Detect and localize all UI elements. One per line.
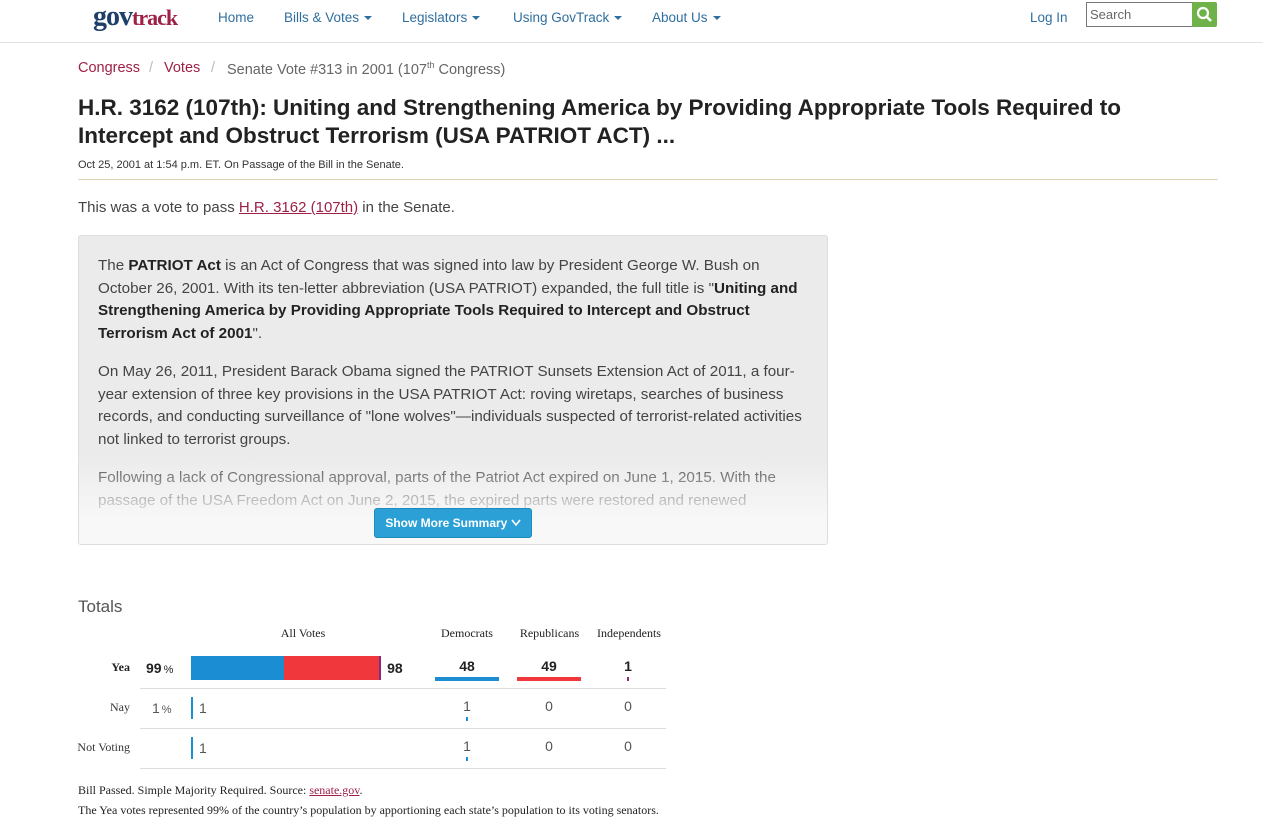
row-border — [140, 768, 666, 769]
source-link[interactable]: senate.gov — [309, 783, 360, 797]
summary-bold: Uniting and Strengthening America by Pro… — [98, 279, 798, 342]
breadcrumb-separator: / — [149, 60, 154, 76]
party-bar — [627, 677, 629, 681]
percent-unit: % — [163, 664, 174, 676]
footnote: The Yea votes represented 99% of the cou… — [78, 803, 659, 817]
intro-text: in the Senate. — [358, 199, 455, 216]
party-count: 0 — [545, 738, 553, 754]
page-title: H.R. 3162 (107th): Uniting and Strengthe… — [78, 95, 1122, 148]
breadcrumb-link[interactable]: Congress — [78, 60, 141, 76]
party-count: 1 — [624, 658, 632, 674]
caret — [614, 16, 623, 20]
intro-text: This was a vote to pass — [78, 199, 239, 216]
column-header: Independents — [597, 626, 661, 640]
superscript: th — [426, 60, 435, 70]
footnote: Bill Passed. Simple Majority Required. S… — [78, 783, 363, 798]
search-icon — [1196, 6, 1212, 22]
summary-bold: PATRIOT Act — [128, 257, 221, 274]
footnote-text: . — [359, 783, 363, 797]
crumb-text: Senate Vote #313 in 2001 (107 — [227, 61, 427, 78]
vote-meta: Oct 25, 2001 at 1:54 p.m. ET. On Passage… — [78, 159, 404, 171]
row-total: 1 — [198, 700, 207, 716]
percent: 99% — [146, 660, 173, 676]
summary-text: The — [98, 257, 129, 274]
caret — [472, 16, 481, 20]
caret — [364, 16, 373, 20]
nav-item[interactable]: Legislators — [402, 10, 481, 25]
chevron — [511, 519, 521, 527]
row-border — [140, 688, 666, 689]
party-count: 48 — [459, 658, 475, 674]
summary-text: On May 26, 2011, President Barack Obama … — [98, 363, 802, 448]
nav-label: About Us — [652, 10, 708, 25]
logo-part: gov — [93, 1, 133, 32]
party-count: 0 — [545, 698, 553, 714]
button-label: Show More Summary — [385, 516, 508, 530]
party-count: 1 — [463, 738, 471, 754]
intro: This was a vote to pass H.R. 3162 (107th… — [78, 199, 455, 216]
divider — [78, 179, 1218, 180]
row-label: Not Voting — [77, 740, 130, 754]
party-count: 1 — [463, 698, 471, 714]
row-border — [140, 728, 666, 729]
show-more-button[interactable]: Show More Summary — [374, 508, 532, 538]
header: govtrack Home Bills & Votes Legislators … — [0, 0, 1263, 43]
logo[interactable]: govtrack — [93, 1, 178, 33]
percent-value: 99 — [146, 660, 162, 676]
login-link[interactable]: Log In — [1030, 10, 1068, 25]
vote-bar-segment — [191, 737, 193, 759]
breadcrumb-current: Senate Vote #313 in 2001 (107th Congress… — [227, 60, 505, 78]
column-header: All Votes — [280, 626, 326, 640]
party-bar — [466, 717, 468, 721]
bill-link[interactable]: H.R. 3162 (107th) — [238, 199, 359, 216]
totals-heading: Totals — [78, 597, 123, 616]
row-label: Yea — [111, 660, 130, 674]
row-label: Nay — [110, 700, 130, 714]
party-bar — [466, 757, 468, 761]
search-input[interactable]: Search — [1086, 2, 1193, 27]
caret — [712, 16, 721, 20]
party-count: 0 — [624, 698, 632, 714]
nav-item[interactable]: Bills & Votes — [284, 10, 373, 25]
search-button[interactable] — [1192, 2, 1217, 27]
summary-paragraph: On May 26, 2011, President Barack Obama … — [98, 361, 810, 451]
breadcrumb-separator: / — [211, 60, 216, 76]
column-header: Republicans — [519, 626, 580, 640]
party-count: 49 — [541, 658, 557, 674]
nav-label: Using GovTrack — [513, 10, 610, 25]
party-count: 0 — [624, 738, 632, 754]
summary-text: ". — [252, 324, 263, 342]
vote-bar-segment — [284, 656, 380, 680]
percent-unit: % — [161, 704, 172, 716]
crumb-text: Congress) — [434, 61, 506, 78]
footnote-text: Bill Passed. Simple Majority Required. S… — [78, 783, 310, 797]
vote-bar-segment — [379, 656, 382, 680]
nav-item[interactable]: Home — [218, 10, 255, 25]
breadcrumb-link[interactable]: Votes — [164, 60, 201, 76]
summary-paragraph: The PATRIOT Act is an Act of Congress th… — [98, 255, 810, 345]
row-total: 1 — [198, 740, 207, 756]
summary-text: is an Act of Congress that was signed in… — [98, 257, 760, 297]
percent: 1% — [152, 700, 172, 716]
logo-part: track — [132, 5, 178, 30]
percent-value: 1 — [152, 700, 160, 716]
row-total: 98 — [387, 660, 403, 676]
nav-item[interactable]: About Us — [652, 10, 721, 25]
nav-label: Legislators — [402, 10, 468, 25]
vote-bar-segment — [191, 697, 193, 719]
nav-label: Bills & Votes — [284, 10, 360, 25]
nav-item[interactable]: Using GovTrack — [513, 10, 623, 25]
vote-bar-segment — [191, 656, 285, 680]
party-bar — [516, 677, 582, 681]
party-bar — [435, 677, 499, 681]
summary-box: The PATRIOT Act is an Act of Congress th… — [78, 235, 828, 545]
column-header: Democrats — [441, 626, 493, 640]
